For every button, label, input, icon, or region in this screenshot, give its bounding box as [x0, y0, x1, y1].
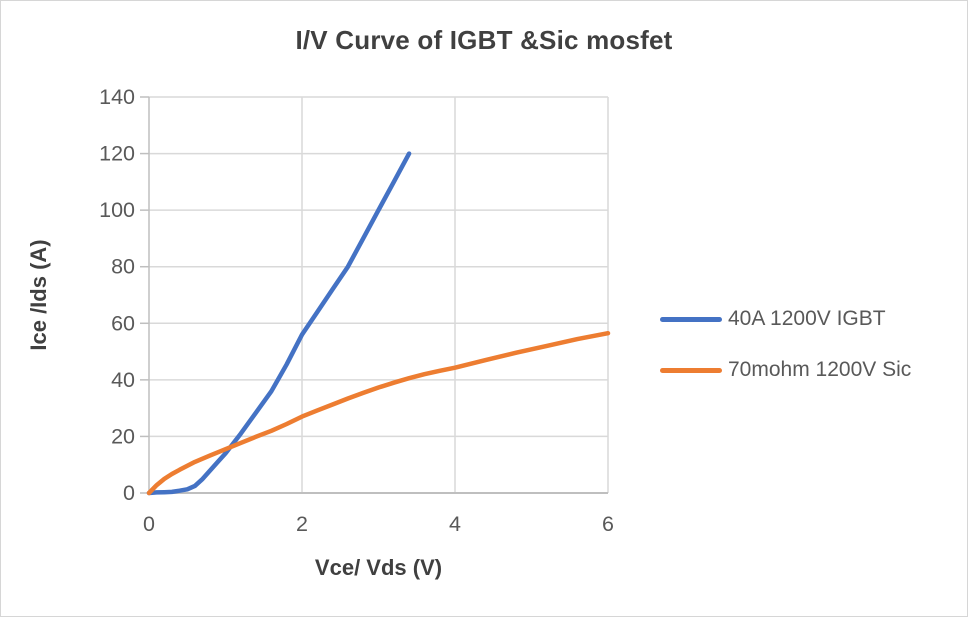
y-tick-label: 100 [99, 198, 135, 222]
x-tick-label: 4 [449, 512, 461, 536]
y-tick-label: 60 [111, 311, 135, 335]
y-tick-label: 80 [111, 255, 135, 279]
legend-label-sic: 70mohm 1200V Sic [728, 358, 912, 381]
y-axis-title: Ice /Ids (A) [26, 239, 51, 351]
y-tick-label: 20 [111, 424, 135, 448]
chart-title: I/V Curve of IGBT &Sic mosfet [295, 25, 673, 55]
y-tick-label: 40 [111, 368, 135, 392]
y-tick-label: 0 [123, 481, 135, 505]
x-tick-label: 0 [143, 512, 155, 536]
legend-line-igbt-swatch [660, 316, 722, 322]
series-curve-0 [146, 151, 412, 496]
x-tick-label: 6 [602, 512, 614, 536]
y-tick-label: 140 [99, 85, 135, 109]
legend-item-sic: 70mohm 1200V Sic [660, 356, 911, 384]
x-tick-label: 2 [296, 512, 308, 536]
series-curve-1 [146, 330, 611, 496]
legend-label-igbt: 40A 1200V IGBT [728, 307, 886, 330]
x-axis-title: Vce/ Vds (V) [314, 555, 443, 580]
legend-item-igbt: 40A 1200V IGBT [660, 305, 886, 333]
legend-line-sic-swatch [660, 367, 722, 373]
y-tick-label: 120 [99, 142, 135, 166]
